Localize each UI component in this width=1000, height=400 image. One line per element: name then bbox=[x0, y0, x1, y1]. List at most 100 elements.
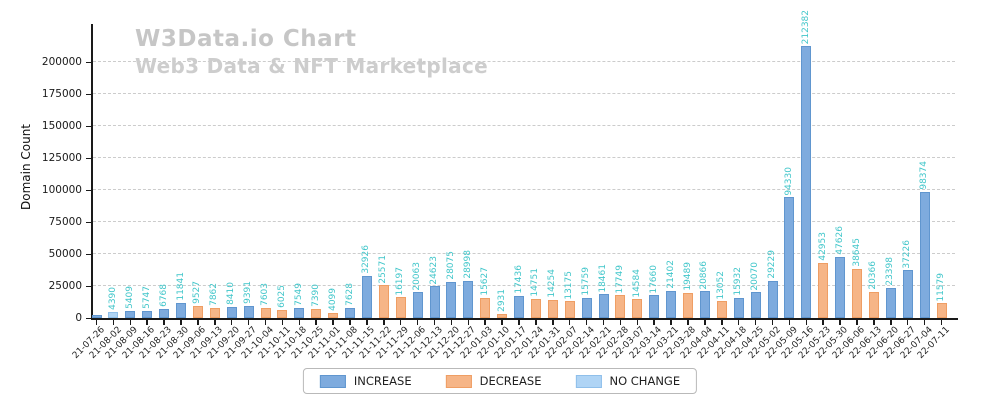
x-tick-mark bbox=[704, 320, 706, 325]
x-tick-mark bbox=[501, 320, 503, 325]
bar-21-10-25 bbox=[311, 308, 322, 318]
bar-value-label: 7628 bbox=[344, 283, 355, 307]
x-tick-mark bbox=[737, 320, 740, 325]
bar-value-label: 7862 bbox=[209, 283, 220, 306]
bar-value-label: 7390 bbox=[310, 283, 321, 307]
bar-22-05-30 bbox=[835, 257, 846, 318]
y-tick-mark bbox=[86, 285, 91, 287]
bar-21-08-02 bbox=[108, 312, 119, 318]
x-tick-mark bbox=[332, 320, 334, 325]
bar-value-label: 42953 bbox=[817, 232, 828, 262]
bar-value-label: 4099 bbox=[327, 287, 338, 311]
bar-21-12-06 bbox=[412, 292, 423, 318]
gridline bbox=[93, 157, 955, 158]
y-tick-label: 150000 bbox=[41, 119, 82, 132]
x-axis-line bbox=[92, 318, 958, 320]
bar-value-label: 4390 bbox=[107, 287, 118, 311]
x-tick-mark bbox=[230, 320, 233, 325]
bar-21-12-27 bbox=[463, 280, 474, 318]
y-tick-label: 125000 bbox=[41, 151, 82, 164]
x-tick-mark bbox=[298, 320, 301, 325]
legend-item-nochange: NO CHANGE bbox=[575, 374, 680, 388]
bar-21-11-22 bbox=[378, 285, 389, 318]
bar-22-02-07 bbox=[564, 301, 575, 318]
y-tick-label: 75000 bbox=[48, 215, 82, 228]
x-tick-mark bbox=[416, 320, 419, 325]
gridline bbox=[93, 125, 955, 126]
bar-21-09-13 bbox=[209, 307, 220, 318]
x-tick-mark bbox=[602, 320, 605, 325]
bar-value-label: 15627 bbox=[479, 267, 490, 296]
bar-value-label: 23398 bbox=[885, 257, 896, 287]
bar-22-05-23 bbox=[818, 263, 829, 318]
y-tick-label: 200000 bbox=[41, 55, 82, 68]
bar-22-06-13 bbox=[868, 291, 879, 318]
bar-value-label: 11579 bbox=[936, 272, 946, 302]
bar-value-label: 32926 bbox=[361, 245, 372, 274]
gridline bbox=[93, 93, 955, 94]
gridline bbox=[93, 61, 955, 62]
chart-subtitle: Web3 Data & NFT Marketplace bbox=[135, 54, 488, 78]
bar-value-label: 21402 bbox=[665, 259, 676, 289]
bar-21-10-04 bbox=[260, 308, 271, 318]
bar-21-09-27 bbox=[243, 305, 254, 318]
y-tick-mark bbox=[86, 93, 91, 95]
bar-22-02-21 bbox=[598, 294, 609, 318]
gridline bbox=[93, 189, 955, 190]
x-tick-mark bbox=[264, 320, 267, 325]
y-tick-mark bbox=[86, 189, 91, 191]
bar-value-label: 14584 bbox=[631, 268, 642, 298]
x-tick-mark bbox=[247, 320, 250, 325]
x-tick-mark bbox=[940, 320, 943, 325]
x-tick-mark bbox=[906, 320, 909, 325]
bar-21-10-11 bbox=[277, 310, 288, 318]
x-tick-mark bbox=[788, 320, 791, 325]
y-tick-mark bbox=[86, 61, 91, 63]
x-tick-mark bbox=[315, 320, 317, 325]
bar-22-03-14 bbox=[649, 295, 660, 318]
bar-value-label: 15759 bbox=[581, 267, 592, 296]
y-tick-label: 50000 bbox=[48, 247, 82, 260]
x-tick-mark bbox=[771, 320, 774, 325]
bar-22-01-24 bbox=[530, 299, 541, 318]
bar-value-label: 47626 bbox=[834, 226, 845, 256]
bar-value-label: 20063 bbox=[412, 261, 423, 291]
x-tick-mark bbox=[484, 320, 486, 325]
bar-21-11-29 bbox=[395, 297, 406, 318]
bar-value-label: 13052 bbox=[716, 270, 727, 300]
x-tick-mark bbox=[873, 320, 875, 325]
bar-22-06-20 bbox=[885, 288, 896, 318]
legend-swatch-decrease bbox=[445, 374, 472, 388]
bar-value-label: 5409 bbox=[124, 286, 135, 310]
bar-value-label: 14751 bbox=[530, 268, 541, 298]
x-tick-mark bbox=[822, 320, 824, 325]
bar-value-label: 9391 bbox=[243, 281, 254, 304]
x-tick-mark bbox=[585, 320, 588, 325]
bar-21-12-13 bbox=[429, 286, 440, 318]
bar-value-label: 212382 bbox=[800, 9, 811, 45]
y-tick-label: 25000 bbox=[48, 279, 82, 292]
x-tick-mark bbox=[399, 320, 402, 325]
bar-22-05-09 bbox=[784, 197, 795, 318]
bar-value-label: 17436 bbox=[513, 265, 524, 294]
x-tick-mark bbox=[129, 320, 132, 325]
x-tick-mark bbox=[552, 320, 554, 325]
bar-22-01-10 bbox=[497, 314, 508, 318]
bar-value-label: 7603 bbox=[260, 283, 270, 307]
bar-value-label: 17749 bbox=[614, 264, 625, 294]
bar-value-label: 37226 bbox=[902, 239, 913, 269]
x-tick-mark bbox=[923, 320, 926, 325]
gridline bbox=[93, 221, 955, 222]
bar-21-12-20 bbox=[446, 282, 457, 318]
y-tick-label: 175000 bbox=[41, 87, 82, 100]
bar-value-label: 20866 bbox=[699, 260, 710, 290]
y-tick-label: 0 bbox=[75, 311, 82, 324]
bar-value-label: 6025 bbox=[276, 285, 287, 309]
bar-value-label: 16197 bbox=[395, 266, 406, 296]
x-tick-mark bbox=[890, 320, 892, 325]
legend-swatch-increase bbox=[319, 374, 346, 388]
x-tick-mark bbox=[383, 320, 385, 325]
bar-21-08-30 bbox=[176, 302, 186, 318]
bar-value-label: 19489 bbox=[682, 262, 693, 292]
